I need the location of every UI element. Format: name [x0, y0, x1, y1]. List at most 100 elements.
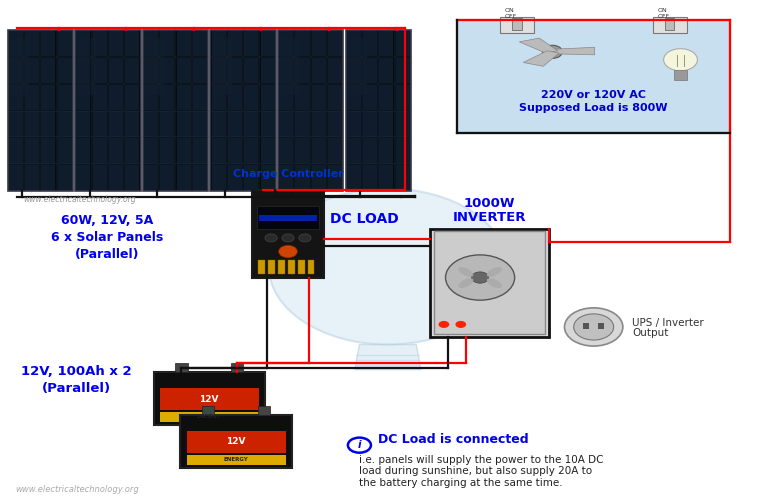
Circle shape — [445, 255, 515, 300]
Bar — [260, 138, 274, 163]
Bar — [280, 38, 300, 95]
Bar — [457, 20, 730, 133]
Bar — [161, 85, 174, 110]
Text: 60W, 12V, 5A
6 x Solar Panels
(Parallel): 60W, 12V, 5A 6 x Solar Panels (Parallel) — [51, 214, 164, 261]
Circle shape — [439, 321, 449, 328]
Bar — [363, 31, 377, 56]
Bar — [396, 138, 409, 163]
Bar — [9, 165, 23, 191]
Bar — [228, 31, 242, 56]
Bar — [312, 165, 326, 191]
Bar — [287, 260, 295, 274]
Bar — [280, 85, 293, 110]
Bar — [8, 30, 73, 191]
Bar — [125, 138, 140, 163]
Bar — [328, 31, 343, 56]
Bar — [260, 58, 274, 83]
Bar — [109, 85, 123, 110]
Bar — [211, 85, 226, 110]
Bar — [379, 112, 393, 137]
Bar — [244, 138, 258, 163]
Bar — [41, 85, 55, 110]
Bar — [144, 38, 164, 95]
Text: i.e. panels will supply the power to the 10A DC: i.e. panels will supply the power to the… — [359, 455, 604, 465]
Bar — [9, 85, 23, 110]
Bar — [41, 112, 55, 137]
Bar — [396, 112, 409, 137]
Bar — [260, 165, 274, 191]
Bar — [41, 165, 55, 191]
Bar — [25, 31, 39, 56]
Bar — [278, 30, 343, 191]
Bar — [93, 112, 107, 137]
Bar — [346, 30, 411, 191]
Bar — [144, 58, 158, 83]
Circle shape — [564, 308, 623, 346]
Bar — [144, 138, 158, 163]
Bar — [328, 165, 343, 191]
Bar — [346, 85, 361, 110]
Bar — [41, 58, 55, 83]
Bar — [211, 165, 226, 191]
Text: www.electricaltechnology.org: www.electricaltechnology.org — [23, 195, 136, 204]
Bar — [161, 31, 174, 56]
Bar — [312, 31, 326, 56]
Circle shape — [542, 45, 562, 58]
Bar — [346, 30, 411, 191]
Bar — [307, 260, 315, 274]
Text: 12V: 12V — [200, 395, 219, 403]
Bar — [93, 85, 107, 110]
Bar — [280, 138, 293, 163]
Bar — [260, 215, 317, 221]
Bar — [211, 112, 226, 137]
Bar — [346, 138, 361, 163]
Bar — [257, 260, 264, 274]
Bar — [9, 58, 23, 83]
Text: ON: ON — [505, 8, 515, 13]
Text: 220V or 120V AC
Supposed Load is 800W: 220V or 120V AC Supposed Load is 800W — [519, 91, 667, 113]
Bar — [125, 85, 140, 110]
Bar — [228, 165, 242, 191]
Bar — [180, 415, 292, 468]
Bar — [144, 85, 158, 110]
Bar — [144, 165, 158, 191]
Bar — [312, 85, 326, 110]
Bar — [160, 412, 259, 422]
Bar — [93, 58, 107, 83]
Bar — [58, 85, 72, 110]
Polygon shape — [519, 38, 558, 53]
Bar — [160, 388, 259, 410]
Bar — [193, 165, 207, 191]
Bar — [328, 138, 343, 163]
Bar — [177, 138, 190, 163]
Bar — [346, 58, 361, 83]
Bar — [25, 138, 39, 163]
Circle shape — [299, 234, 311, 242]
Bar — [228, 138, 242, 163]
Bar — [76, 31, 91, 56]
Bar — [379, 31, 393, 56]
Bar — [296, 58, 310, 83]
Bar — [109, 31, 123, 56]
Bar — [296, 31, 310, 56]
Bar — [278, 30, 343, 191]
Bar — [260, 112, 274, 137]
Bar — [75, 30, 141, 191]
Text: OFF: OFF — [657, 14, 670, 19]
Bar — [177, 31, 190, 56]
Bar — [244, 31, 258, 56]
Bar — [187, 431, 286, 453]
Bar — [211, 58, 226, 83]
Bar — [202, 406, 214, 415]
Text: i: i — [358, 440, 361, 450]
Bar — [211, 138, 226, 163]
Bar — [9, 38, 29, 95]
Circle shape — [472, 272, 488, 283]
Bar — [228, 112, 242, 137]
Bar — [280, 58, 293, 83]
Bar — [280, 31, 293, 56]
Bar — [25, 85, 39, 110]
Text: the battery charging at the same time.: the battery charging at the same time. — [359, 478, 563, 488]
Bar — [430, 229, 549, 337]
Bar — [177, 85, 190, 110]
